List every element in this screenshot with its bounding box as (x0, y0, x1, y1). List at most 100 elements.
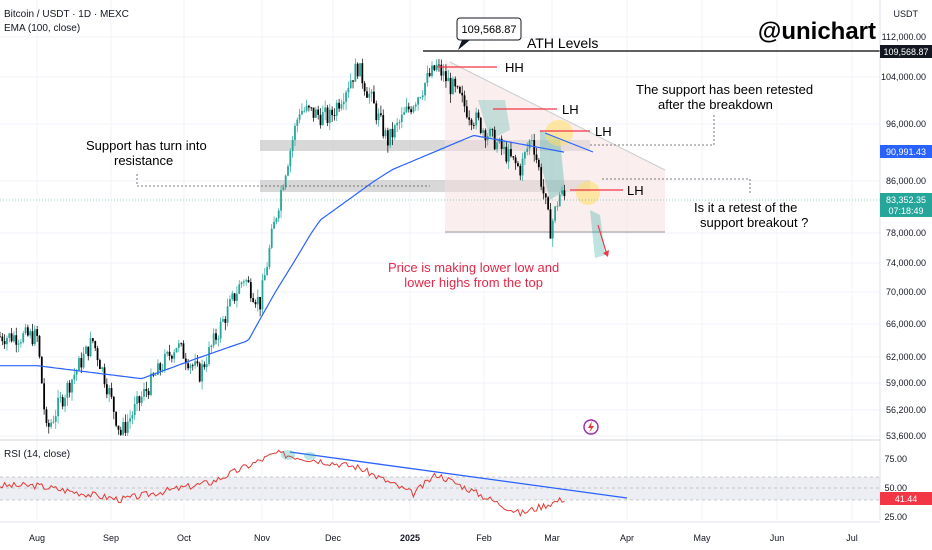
candle (203, 364, 206, 368)
candle (317, 109, 320, 115)
time-tick-label: Aug (29, 533, 45, 543)
candle (205, 363, 208, 368)
candle (396, 122, 399, 126)
candle (380, 113, 382, 116)
candle (342, 101, 345, 105)
candle (268, 247, 271, 268)
candle (110, 388, 113, 397)
candle (435, 64, 438, 71)
candle (414, 104, 417, 107)
candle (308, 105, 310, 108)
rsi-value-tag (880, 492, 932, 505)
time-tick-label: Apr (620, 533, 634, 543)
candle (458, 87, 461, 93)
candle (375, 103, 378, 121)
price-tick-label: 70,000.00 (886, 287, 926, 297)
candle (510, 149, 512, 157)
candle (64, 397, 66, 407)
candle (410, 109, 412, 113)
candle (442, 71, 445, 76)
candle (73, 374, 76, 380)
candle (38, 335, 41, 357)
rsi-peak-highlight-2 (304, 452, 316, 460)
candle (305, 105, 308, 111)
triangle-upper-line (449, 61, 666, 171)
candle (108, 388, 111, 395)
candle (138, 396, 141, 403)
candle (252, 298, 255, 303)
candle (310, 107, 313, 109)
candle (319, 114, 322, 126)
candle (115, 411, 118, 426)
candle (6, 338, 8, 345)
candle-series (0, 58, 566, 436)
candle (421, 95, 424, 98)
candle (465, 106, 468, 118)
candle (22, 333, 25, 343)
price-tick-label: 104,000.00 (881, 72, 926, 82)
time-tick-label: Jun (770, 533, 785, 543)
candle (168, 351, 171, 356)
candle (282, 187, 285, 191)
candle (161, 369, 164, 371)
candle (338, 102, 340, 109)
candle (36, 329, 39, 336)
candle (549, 209, 552, 239)
candle (482, 130, 484, 133)
candle (8, 333, 11, 339)
retest-note: The support has been retested after the … (636, 82, 814, 112)
candle (554, 206, 556, 221)
candle (324, 107, 327, 113)
candle (368, 93, 371, 98)
candle (226, 306, 229, 323)
candle (556, 206, 559, 208)
candle (194, 361, 196, 366)
candle (50, 422, 52, 427)
rsi-indicator-label[interactable]: RSI (14, close) (4, 449, 71, 460)
candle (428, 72, 431, 77)
candle (542, 186, 545, 194)
price-tick-label: 112,000.00 (882, 32, 926, 42)
candle (335, 102, 338, 116)
candle (164, 353, 166, 370)
ema-indicator-label[interactable]: EMA (100, close) (4, 23, 81, 34)
candle (233, 293, 236, 301)
candle (224, 319, 227, 323)
candle (201, 364, 203, 382)
retest-highlight-2 (576, 181, 600, 205)
candle (363, 83, 366, 92)
time-tick-label: May (693, 533, 711, 543)
time-tick-label: Nov (254, 533, 271, 543)
candle (356, 63, 359, 77)
time-tick-label: Jul (846, 533, 858, 543)
price-tick-label: 86,000.00 (886, 176, 926, 186)
candle (294, 125, 296, 140)
candle (433, 65, 436, 71)
candle (266, 267, 268, 276)
ema-line (0, 134, 565, 380)
lh-label-1: LH (562, 102, 579, 117)
candle (198, 363, 201, 382)
candle (247, 280, 250, 283)
rsi-tick-label: 50.00 (884, 483, 907, 493)
candle (87, 346, 90, 357)
candle (259, 296, 262, 310)
candle (426, 72, 429, 83)
candle (563, 190, 566, 197)
candle (238, 284, 241, 294)
candle (412, 106, 415, 113)
candle (524, 151, 526, 159)
candle (547, 197, 550, 210)
candle (452, 78, 454, 95)
candle (10, 333, 13, 342)
green-highlight-1 (478, 100, 510, 140)
candle (189, 365, 192, 369)
candle (94, 341, 97, 349)
candle (143, 389, 145, 397)
candle (170, 355, 173, 359)
lightning-icon (583, 419, 599, 435)
candle (1, 336, 4, 342)
candle (477, 112, 480, 118)
candle (301, 110, 303, 115)
